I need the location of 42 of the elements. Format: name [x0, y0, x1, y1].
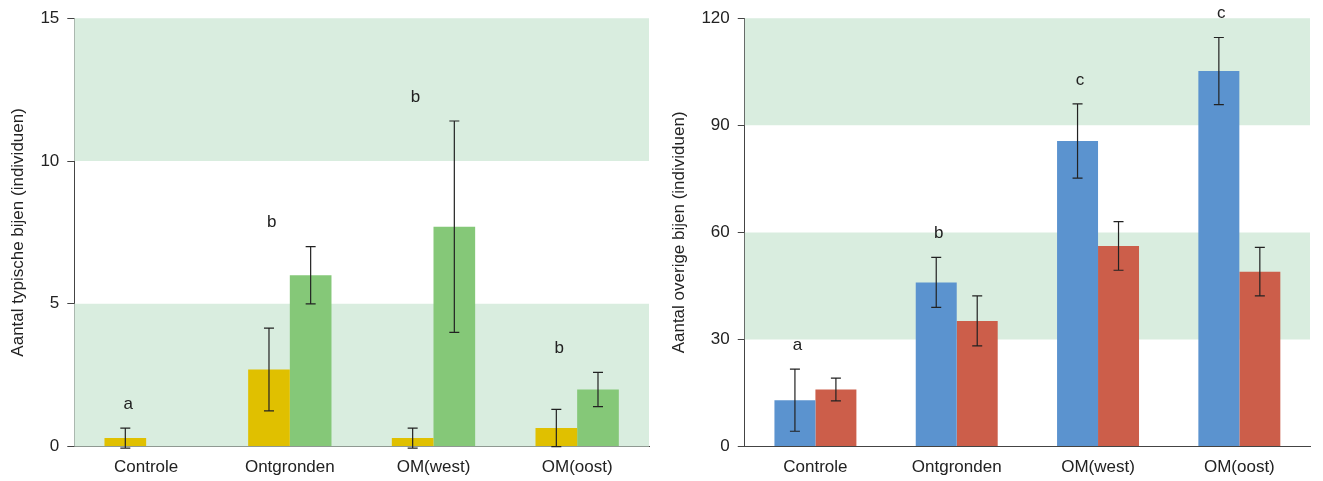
annotation: b [933, 223, 944, 243]
y-tick-label: 120 [701, 7, 730, 27]
x-tick-label: OM(west) [396, 457, 471, 477]
annotation: a [123, 393, 134, 413]
y-axis-title: Aantal overige bijen (individuen) [668, 111, 688, 354]
y-tick-label: 10 [40, 150, 60, 170]
x-tick-label: Ontgronden [244, 457, 335, 477]
bar [915, 282, 957, 447]
bar [774, 400, 816, 447]
y-tick-label: 15 [40, 7, 60, 27]
bar [391, 438, 434, 447]
y-tick-label: 0 [720, 436, 730, 456]
y-tick-label: 0 [49, 436, 60, 456]
bar [815, 389, 857, 447]
annotation: b [554, 338, 564, 358]
bar [1098, 245, 1140, 447]
bar [104, 438, 147, 447]
bar [433, 226, 476, 447]
bar [577, 389, 619, 447]
x-tick-label: OM(west) [1061, 457, 1135, 477]
bar [289, 275, 332, 447]
y-tick-label: 90 [710, 114, 730, 134]
annotation: b [267, 212, 277, 232]
bar [535, 428, 578, 447]
bar [1057, 141, 1099, 447]
annotation: c [1217, 3, 1227, 23]
y-tick-label: 5 [49, 293, 60, 313]
bar [956, 320, 998, 447]
annotation: a [792, 334, 803, 354]
y-tick-label: 60 [710, 222, 730, 242]
annotation: c [1075, 69, 1085, 89]
x-tick-label: OM(oost) [1203, 457, 1275, 477]
annotation: b [410, 86, 421, 106]
x-tick-label: Controle [783, 457, 848, 477]
bar [1198, 71, 1240, 447]
bar [1239, 271, 1281, 447]
y-axis-title: Aantal typische bijen (individuen) [7, 108, 27, 357]
x-tick-label: OM(oost) [541, 457, 613, 477]
x-tick-label: Ontgronden [911, 457, 1002, 477]
x-tick-label: Controle [114, 457, 179, 477]
bar [248, 369, 290, 447]
y-tick-label: 30 [710, 329, 730, 349]
